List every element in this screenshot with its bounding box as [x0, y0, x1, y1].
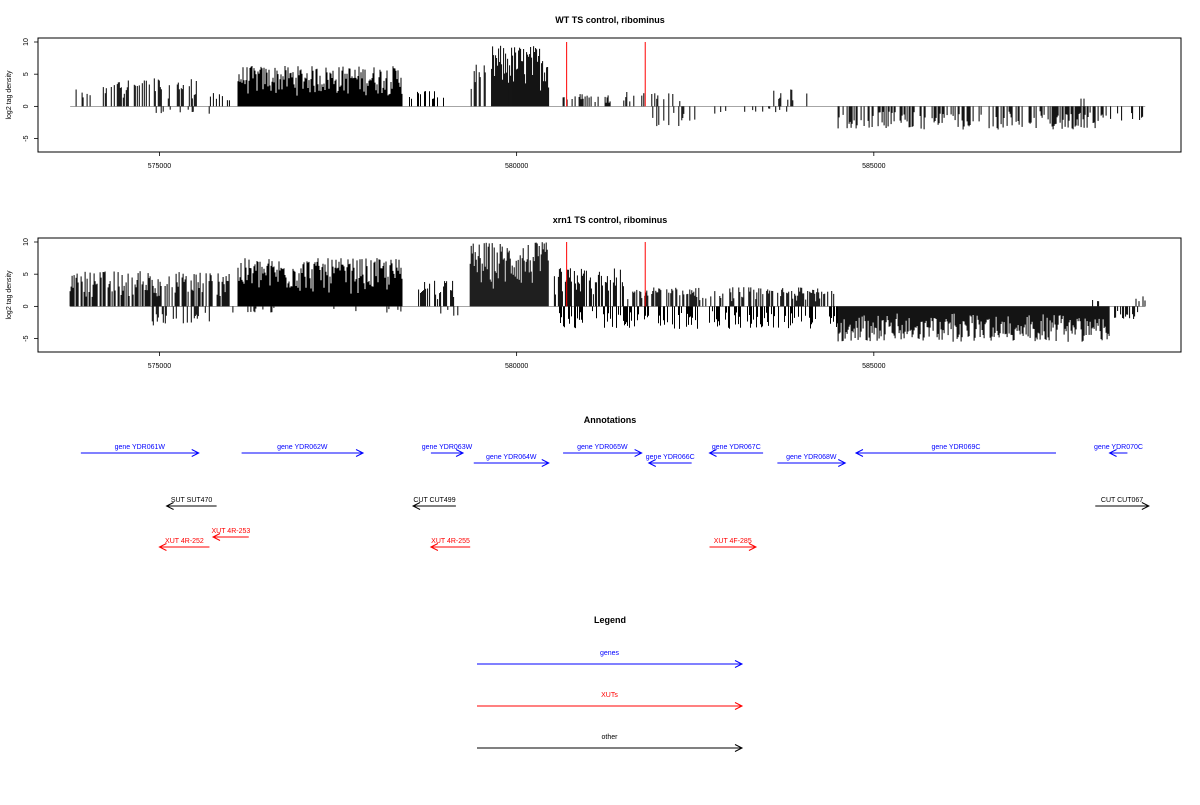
arrow-head-icon	[411, 502, 421, 510]
annotation-feature: gene YDR061W	[80, 444, 200, 457]
feature-label: gene YDR062W	[277, 444, 328, 451]
arrow-head-icon	[734, 744, 744, 752]
feature-label: gene YDR068W	[786, 454, 837, 461]
feature-label: CUT CUT067	[1101, 497, 1143, 504]
arrow-head-icon	[748, 543, 758, 551]
plot-frame	[37, 237, 1182, 353]
feature-label: gene YDR064W	[486, 454, 537, 461]
arrow-head-icon	[541, 459, 550, 467]
arrow-head-icon	[838, 459, 847, 467]
y-tick-label: -5	[23, 335, 30, 341]
axis-layer: -5 0 5 10 575000 580000 585000	[23, 38, 886, 170]
x-tick-label: 580000	[505, 363, 528, 370]
annotation-feature: XUT 4R-255	[429, 538, 471, 551]
chart-panel-wt: WT TS control, ribominus log2 tag densit…	[6, 15, 1182, 170]
legend-item: XUTs	[477, 692, 744, 710]
arrow-head-icon	[158, 543, 167, 551]
y-tick-label: 0	[23, 104, 30, 108]
annotation-feature: XUT 4R-252	[158, 538, 210, 551]
y-tick-label: 5	[23, 272, 30, 276]
arrow-head-icon	[429, 543, 439, 551]
y-axis-label: log2 tag density	[6, 270, 13, 320]
chart-title: WT TS control, ribominus	[555, 15, 665, 25]
annotation-feature: gene YDR068W	[777, 454, 847, 467]
x-tick-label: 575000	[148, 363, 171, 370]
feature-label: gene YDR065W	[577, 444, 628, 451]
feature-label: gene YDR061W	[115, 444, 166, 451]
bar-layer	[70, 45, 1146, 130]
annotation-feature: gene YDR064W	[473, 454, 550, 467]
y-tick-label: 10	[23, 238, 30, 246]
arrow-head-icon	[211, 533, 221, 541]
feature-label: CUT CUT499	[413, 497, 455, 504]
legend-label: XUTs	[601, 692, 618, 699]
arrow-head-icon	[355, 449, 365, 457]
chart-panel-xrn1: xrn1 TS control, ribominus log2 tag dens…	[6, 215, 1182, 370]
feature-label: SUT SUT470	[171, 497, 213, 504]
feature-label: gene YDR070C	[1094, 444, 1143, 451]
legend-item: genes	[477, 650, 744, 668]
annotation-feature: gene YDR067C	[708, 444, 764, 457]
chart-title: xrn1 TS control, ribominus	[553, 215, 668, 225]
y-tick-label: 5	[23, 72, 30, 76]
y-tick-label: -5	[23, 135, 30, 141]
x-tick-label: 585000	[862, 363, 885, 370]
annotation-feature: SUT SUT470	[165, 497, 217, 510]
annotation-feature: gene YDR066C	[646, 454, 695, 467]
arrow-head-icon	[455, 449, 465, 457]
annotation-feature: XUT 4R-253	[211, 528, 250, 541]
y-tick-label: 0	[23, 304, 30, 308]
annotation-features: gene YDR061W gene YDR062W gene YDR063W gene…	[80, 444, 1150, 551]
arrow-head-icon	[165, 502, 174, 510]
annotation-feature: gene YDR065W	[563, 444, 643, 457]
legend-items: genes XUTs other	[477, 650, 744, 752]
annotation-feature: XUT 4F-285	[709, 538, 758, 551]
feature-label: XUT 4R-253	[211, 528, 250, 535]
x-tick-label: 585000	[862, 163, 885, 170]
feature-label: XUT 4F-285	[714, 538, 752, 545]
legend-item: other	[477, 734, 744, 752]
annotation-feature: CUT CUT067	[1095, 497, 1150, 510]
feature-label: gene YDR067C	[712, 444, 761, 451]
arrow-head-icon	[708, 449, 717, 457]
arrow-head-icon	[734, 702, 744, 710]
arrow-head-icon	[734, 660, 744, 668]
bar-layer	[69, 242, 1146, 342]
y-tick-label: 10	[23, 38, 30, 46]
feature-label: XUT 4R-252	[165, 538, 204, 545]
legend-label: genes	[600, 650, 620, 657]
annotation-feature: gene YDR069C	[854, 444, 1056, 457]
arrow-head-icon	[634, 449, 643, 457]
axis-layer: -5 0 5 10 575000 580000 585000	[23, 238, 886, 370]
arrow-head-icon	[191, 449, 200, 457]
annotation-feature: gene YDR070C	[1094, 444, 1143, 457]
annotation-feature: CUT CUT499	[411, 497, 456, 510]
x-tick-label: 580000	[505, 163, 528, 170]
annotation-feature: gene YDR062W	[241, 444, 365, 457]
plot-frame	[37, 37, 1182, 153]
annotations-title: Annotations	[584, 415, 637, 425]
legend-title: Legend	[594, 615, 626, 625]
feature-label: gene YDR069C	[932, 444, 981, 451]
feature-label: gene YDR066C	[646, 454, 695, 461]
arrow-head-icon	[854, 449, 864, 457]
legend: Legend genes XUTs other	[477, 615, 744, 752]
marker-layer	[566, 242, 646, 307]
y-axis-label: log2 tag density	[6, 70, 13, 120]
arrow-head-icon	[647, 459, 657, 467]
annotations-track: Annotations gene YDR061W gene YDR062W gene…	[80, 415, 1150, 551]
annotation-feature: gene YDR063W	[422, 444, 473, 457]
feature-label: gene YDR063W	[422, 444, 473, 451]
marker-layer	[566, 42, 646, 107]
legend-label: other	[602, 734, 619, 741]
arrow-head-icon	[1141, 502, 1150, 510]
arrow-head-icon	[1108, 449, 1117, 457]
x-tick-label: 575000	[148, 163, 171, 170]
feature-label: XUT 4R-255	[431, 538, 470, 545]
